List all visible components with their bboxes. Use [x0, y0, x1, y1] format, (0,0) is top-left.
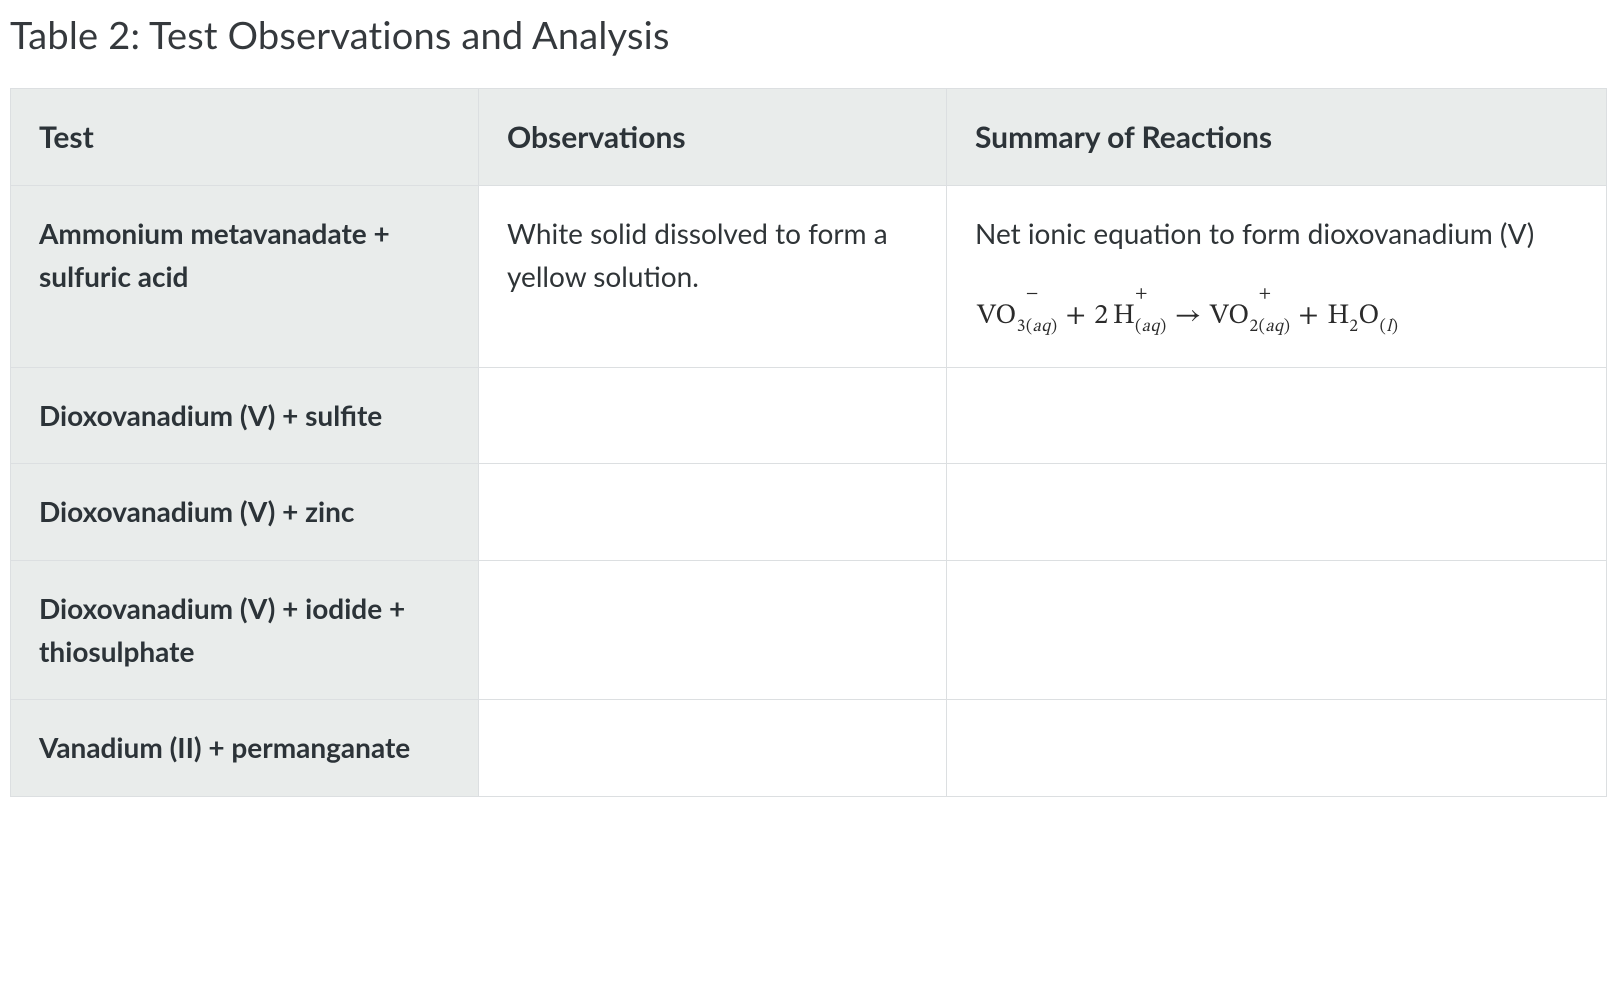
table-row: Dioxovanadium (V) + sulfite — [11, 367, 1607, 463]
cell-test: Ammonium metavanadate + sulfuric acid — [11, 186, 479, 368]
cell-summary — [947, 560, 1607, 700]
plus-operator: + — [1292, 295, 1325, 338]
cell-test: Dioxovanadium (V) + iodide + thiosulphat… — [11, 560, 479, 700]
table-title: Table 2: Test Observations and Analysis — [10, 12, 1604, 58]
col-header-observations: Observations — [479, 89, 947, 186]
cell-summary — [947, 700, 1607, 796]
cell-test: Dioxovanadium (V) + zinc — [11, 464, 479, 560]
col-header-summary: Summary of Reactions — [947, 89, 1607, 186]
cell-summary: Net ionic equation to form dioxovanadium… — [947, 186, 1607, 368]
table-row: Dioxovanadium (V) + zinc — [11, 464, 1607, 560]
equation-species: VO3−(aq) — [977, 295, 1058, 341]
equation-species: H2O(l) — [1327, 295, 1398, 341]
summary-text: Net ionic equation to form dioxovanadium… — [975, 212, 1578, 255]
table-row: Vanadium (II) + permanganate — [11, 700, 1607, 796]
cell-test: Vanadium (II) + permanganate — [11, 700, 479, 796]
equation-species: VO2+(aq) — [1210, 295, 1291, 341]
cell-test: Dioxovanadium (V) + sulfite — [11, 367, 479, 463]
cell-observations — [479, 464, 947, 560]
cell-summary — [947, 464, 1607, 560]
table-body: Ammonium metavanadate + sulfuric acidWhi… — [11, 186, 1607, 797]
plus-operator: + — [1060, 295, 1093, 338]
observations-table: Test Observations Summary of Reactions A… — [10, 88, 1607, 797]
cell-summary — [947, 367, 1607, 463]
cell-observations — [479, 367, 947, 463]
equation-species: 2 H+(aq) — [1094, 295, 1166, 338]
cell-observations: White solid dissolved to form a yellow s… — [479, 186, 947, 368]
table-row: Dioxovanadium (V) + iodide + thiosulphat… — [11, 560, 1607, 700]
table-header-row: Test Observations Summary of Reactions — [11, 89, 1607, 186]
col-header-test: Test — [11, 89, 479, 186]
cell-observations — [479, 700, 947, 796]
arrow-icon: → — [1169, 295, 1208, 338]
chemical-equation: VO3−(aq) + 2 H+(aq) → VO2+(aq) + H2O(l) — [975, 302, 1400, 330]
cell-observations — [479, 560, 947, 700]
table-row: Ammonium metavanadate + sulfuric acidWhi… — [11, 186, 1607, 368]
